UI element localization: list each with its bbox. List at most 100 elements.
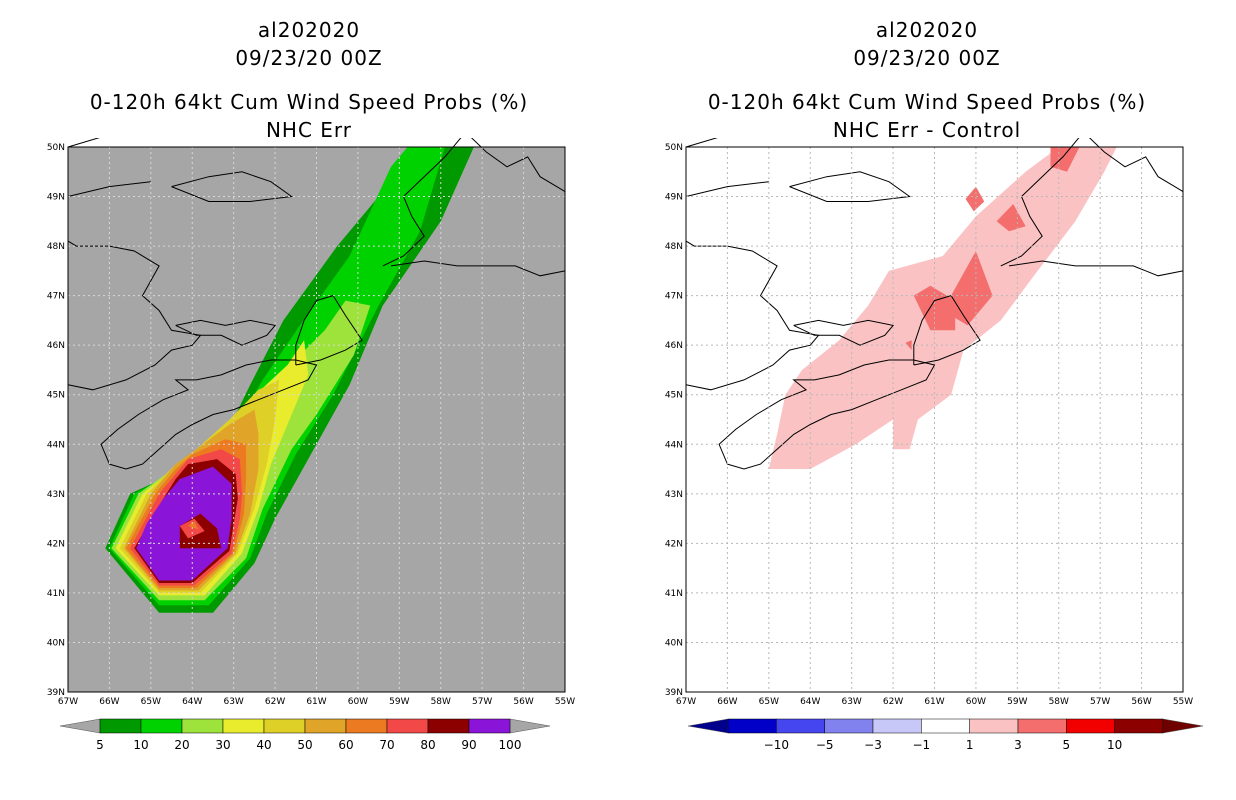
- lon-label: 60W: [966, 697, 986, 707]
- lat-label: 45N: [665, 391, 683, 401]
- lon-label: 67W: [676, 697, 696, 707]
- lat-label: 48N: [665, 242, 683, 252]
- colorbar-swatch: [181, 718, 224, 734]
- colorbar-swatch: [140, 718, 183, 734]
- colorbar-swatch: [824, 718, 874, 734]
- coastline: [789, 171, 911, 202]
- coastline: [67, 138, 100, 148]
- colorbar-label: 10: [1107, 738, 1122, 752]
- colorbar-swatch: [222, 718, 265, 734]
- lat-label: 42N: [665, 539, 683, 549]
- lon-label: 59W: [389, 697, 409, 707]
- lat-label: 40N: [665, 638, 683, 648]
- contour-3: [1050, 147, 1080, 172]
- contour-3: [996, 204, 1026, 232]
- contour-3: [905, 340, 912, 351]
- plot-title: 0-120h 64kt Cum Wind Speed Probs (%): [89, 90, 529, 114]
- colorbar-extend-left: [59, 718, 101, 734]
- lon-label: 60W: [348, 697, 368, 707]
- coastline: [67, 240, 202, 391]
- lat-label: 45N: [47, 391, 65, 401]
- colorbar-label: 30: [215, 738, 230, 752]
- forecast-datetime: 09/23/20 00Z: [853, 46, 1001, 70]
- lon-label: 55W: [555, 697, 575, 707]
- lon-label: 61W: [924, 697, 944, 707]
- colorbar: −10 −5 −3 −1 1 3 5 10: [687, 718, 1204, 752]
- storm-id: al202020: [257, 18, 361, 42]
- lat-label: 46N: [665, 341, 683, 351]
- coastline: [171, 171, 293, 202]
- lon-label: 55W: [1173, 697, 1193, 707]
- lon-label: 56W: [513, 697, 533, 707]
- colorbar-swatch: [969, 718, 1019, 734]
- right-panel: al202020 09/23/20 00Z 0-120h 64kt Cum Wi…: [618, 0, 1236, 800]
- colorbar-label: 40: [256, 738, 271, 752]
- coastline: [685, 240, 820, 391]
- lat-label: 48N: [47, 242, 65, 252]
- lat-label: 39N: [47, 688, 65, 698]
- lon-label: 63W: [223, 697, 243, 707]
- lat-label: 44N: [47, 440, 65, 450]
- lat-label: 41N: [665, 589, 683, 599]
- colorbar-extend-left: [687, 718, 729, 734]
- colorbar: 5 10 20 30 40 50 60 70 80 90 100: [59, 718, 551, 752]
- colorbar-swatch: [872, 718, 922, 734]
- coastline: [1008, 260, 1184, 277]
- left-panel: al202020 09/23/20 00Z 0-120h 64kt Cum Wi…: [47, 18, 575, 752]
- coastline: [175, 319, 277, 346]
- difference-map: 67W 66W 65W 64W 63W 62W 61W 60W 59W 58W 57W 56W 55W 3…: [665, 138, 1193, 707]
- lat-label: 39N: [665, 688, 683, 698]
- lat-label: 41N: [47, 589, 65, 599]
- lon-label: 65W: [141, 697, 161, 707]
- contour-3: [942, 251, 993, 326]
- colorbar-swatch: [386, 718, 429, 734]
- plot-subtitle: NHC Err: [265, 118, 353, 142]
- coastline: [1000, 138, 1184, 267]
- lon-label: 64W: [800, 697, 820, 707]
- lat-label: 43N: [665, 490, 683, 500]
- lat-label: 47N: [47, 292, 65, 302]
- coastline: [67, 181, 151, 197]
- coastline: [295, 295, 363, 366]
- lon-label: 58W: [431, 697, 451, 707]
- lat-label: 46N: [47, 341, 65, 351]
- map-frame: [685, 146, 1184, 693]
- lon-label: 62W: [883, 697, 903, 707]
- colorbar-label: 90: [461, 738, 476, 752]
- lon-label: 57W: [472, 697, 492, 707]
- colorbar-swatch: [304, 718, 347, 734]
- lon-label: 62W: [265, 697, 285, 707]
- lon-label: 63W: [841, 697, 861, 707]
- lat-label: 49N: [47, 193, 65, 203]
- colorbar-swatch: [263, 718, 306, 734]
- lon-label: 66W: [717, 697, 737, 707]
- colorbar-swatch: [727, 718, 777, 734]
- lon-label: 66W: [99, 697, 119, 707]
- lat-label: 50N: [665, 143, 683, 153]
- lon-label: 58W: [1049, 697, 1069, 707]
- contour-3: [965, 186, 985, 212]
- lat-label: 44N: [665, 440, 683, 450]
- colorbar-swatch: [776, 718, 825, 734]
- colorbar-label: 70: [379, 738, 394, 752]
- lat-label: 50N: [47, 143, 65, 153]
- colorbar-label: 80: [420, 738, 435, 752]
- lat-label: 40N: [47, 638, 65, 648]
- lon-label: 57W: [1090, 697, 1110, 707]
- probability-map: 67W 66W 65W 64W 63W 62W 61W 60W 59W 58W 57W 56W 55W 3…: [47, 138, 575, 707]
- coastline: [793, 319, 895, 346]
- colorbar-swatch: [468, 718, 511, 734]
- coastline: [913, 295, 981, 366]
- coastline: [382, 138, 566, 267]
- lat-label: 49N: [665, 193, 683, 203]
- colorbar-extend-right: [1162, 718, 1204, 734]
- colorbar-label: 20: [174, 738, 189, 752]
- lon-label: 61W: [306, 697, 326, 707]
- colorbar-label: 100: [499, 738, 522, 752]
- plot-title: 0-120h 64kt Cum Wind Speed Probs (%): [707, 90, 1147, 114]
- lat-label: 42N: [47, 539, 65, 549]
- lon-label: 56W: [1131, 697, 1151, 707]
- colorbar-swatch: [1017, 718, 1067, 734]
- lon-label: 59W: [1007, 697, 1027, 707]
- plot-subtitle: NHC Err - Control: [832, 118, 1022, 142]
